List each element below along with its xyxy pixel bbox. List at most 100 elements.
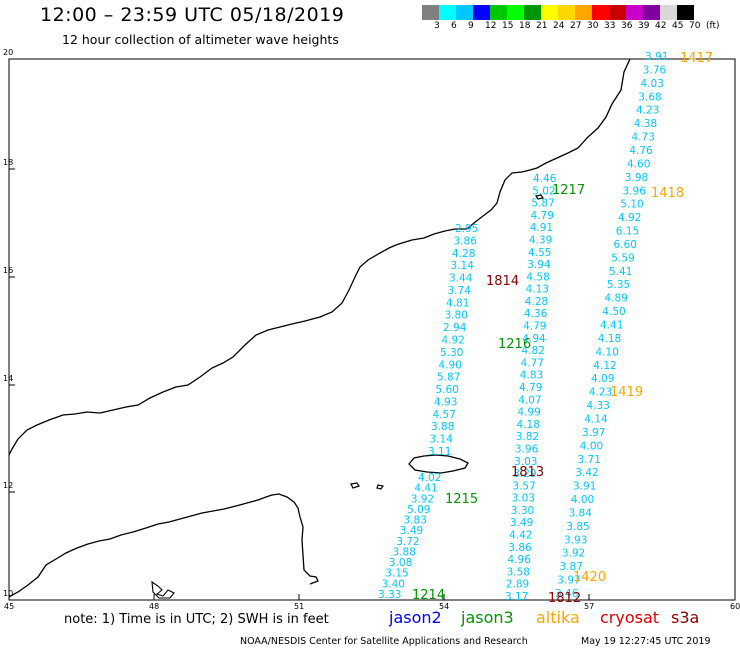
generated-timestamp: May 19 12:27:45 UTC 2019 xyxy=(581,636,711,647)
wave-height-value: 4.18 xyxy=(517,419,540,431)
y-tick-label: 10 xyxy=(3,589,14,598)
color-swatch xyxy=(626,5,643,20)
wave-height-value: 4.00 xyxy=(571,494,594,506)
wave-height-value: 4.23 xyxy=(589,387,612,399)
x-tick-label: 54 xyxy=(439,602,450,611)
x-tick-label: 57 xyxy=(584,602,595,611)
wave-height-value: 3.58 xyxy=(507,566,530,578)
wave-height-value: 3.46 xyxy=(555,588,579,600)
wave-height-value: 5.87 xyxy=(437,372,460,384)
wave-height-value: 3.14 xyxy=(451,260,475,272)
pass-label: 1215 xyxy=(445,492,478,507)
color-scale-label: 3 xyxy=(434,21,440,31)
color-swatch xyxy=(439,5,456,20)
wave-height-value: 3.97 xyxy=(582,427,605,439)
wave-height-value: 4.07 xyxy=(518,394,541,406)
wave-height-value: 2.95 xyxy=(455,223,478,235)
pass-label: 1812 xyxy=(548,591,581,606)
wave-height-value: 2.89 xyxy=(506,579,529,591)
wave-height-value: 2.94 xyxy=(443,322,467,334)
color-scale-label: 24 xyxy=(553,21,565,31)
wave-height-value: 3.92 xyxy=(411,493,434,505)
pass-labels: 1417 1418 1217 1814 1216 1419 1813 1215 1420 1214… xyxy=(412,51,713,606)
color-scale-label: 33 xyxy=(604,21,616,31)
wave-height-value: 4.03 xyxy=(641,78,664,90)
y-tick-label: 20 xyxy=(3,48,14,57)
pass-label: 1214 xyxy=(412,588,445,603)
pass-label: 1216 xyxy=(498,337,531,352)
wave-height-value: 3.94 xyxy=(527,259,551,271)
color-swatch xyxy=(609,5,626,20)
legend-cryosat: cryosat xyxy=(600,608,660,627)
wave-height-value: 3.84 xyxy=(569,508,593,520)
color-swatch xyxy=(507,5,524,20)
x-tick-label: 48 xyxy=(149,602,160,611)
altimeter-tracks: 3.913.764.033.684.234.384.734.764.603.98… xyxy=(378,51,668,603)
wave-height-value: 5.60 xyxy=(436,384,459,396)
pass-label: 1217 xyxy=(552,183,585,198)
wave-height-value: 5.59 xyxy=(611,252,634,264)
wave-height-value: 5.35 xyxy=(607,279,630,291)
wave-height-value: 3.11 xyxy=(428,446,451,458)
wave-height-value: 5.02 xyxy=(532,185,555,197)
wave-height-value: 3.15 xyxy=(385,568,408,580)
axis-ticks xyxy=(8,58,736,601)
color-scale-label: 27 xyxy=(570,21,582,31)
wave-height-value: 4.55 xyxy=(528,247,551,259)
y-tick-label: 12 xyxy=(3,481,14,490)
wave-height-value: 4.02 xyxy=(418,472,441,484)
wave-height-value: 4.14 xyxy=(584,414,608,426)
wave-height-value: 3.71 xyxy=(578,454,601,466)
wave-height-value: 3.74 xyxy=(448,285,472,297)
color-swatch xyxy=(422,5,439,20)
wave-height-value: 3.88 xyxy=(393,547,416,559)
wave-height-value: 3.49 xyxy=(400,525,423,537)
wave-height-value: 4.91 xyxy=(530,222,553,234)
islet-2 xyxy=(376,484,384,490)
wave-height-value: 3.91 xyxy=(645,51,668,63)
wave-height-value: 3.03 xyxy=(514,456,537,468)
color-swatch xyxy=(677,5,694,20)
y-tick-label: 18 xyxy=(3,158,14,167)
wave-height-value: 3.82 xyxy=(516,431,539,443)
wave-height-value: 3.40 xyxy=(382,578,405,590)
wave-height-value: 4.96 xyxy=(508,554,532,566)
wave-height-value: 4.57 xyxy=(433,409,456,421)
wave-height-value: 4.79 xyxy=(519,382,542,394)
color-swatch xyxy=(456,5,473,20)
wave-height-value: 4.99 xyxy=(517,407,540,419)
wave-height-value: 4.41 xyxy=(414,483,437,495)
wave-height-value: 4.83 xyxy=(520,370,543,382)
wave-height-value: 6.15 xyxy=(616,226,639,238)
wave-height-value: 4.77 xyxy=(521,357,544,369)
wave-height-value: 4.79 xyxy=(531,210,554,222)
wave-height-value: 3.29 xyxy=(513,468,536,480)
wave-height-value: 3.88 xyxy=(431,421,454,433)
pass-label: 1418 xyxy=(651,186,684,201)
pass-label: 1814 xyxy=(486,274,519,289)
wave-height-value: 6.60 xyxy=(614,239,637,251)
wave-height-value: 4.58 xyxy=(526,271,549,283)
wave-height-value: 3.49 xyxy=(510,517,533,529)
legend-jason3: jason3 xyxy=(461,608,514,627)
credit-line: NOAA/NESDIS Center for Satellite Applica… xyxy=(240,636,528,647)
x-tick-label: 51 xyxy=(294,602,305,611)
color-scale-label: 45 xyxy=(672,21,684,31)
pass-label: 1420 xyxy=(573,570,606,585)
wave-height-value: 3.83 xyxy=(404,515,427,527)
wave-height-value: 4.73 xyxy=(632,132,655,144)
legend-jason2: jason2 xyxy=(389,608,442,627)
wave-height-value: 3.44 xyxy=(449,273,473,285)
color-swatch xyxy=(541,5,558,20)
color-swatch xyxy=(490,5,507,20)
pass-label: 1419 xyxy=(610,385,643,400)
color-swatch xyxy=(643,5,660,20)
coastal-inlet-detail xyxy=(151,580,175,599)
wave-height-value: 4.89 xyxy=(605,293,628,305)
pass-label: 1417 xyxy=(680,51,713,66)
wave-height-value: 3.30 xyxy=(511,505,534,517)
color-swatch xyxy=(575,5,592,20)
wave-height-value: 5.41 xyxy=(609,266,632,278)
y-tick-label: 16 xyxy=(3,266,14,275)
wave-height-value: 3.86 xyxy=(454,235,478,247)
